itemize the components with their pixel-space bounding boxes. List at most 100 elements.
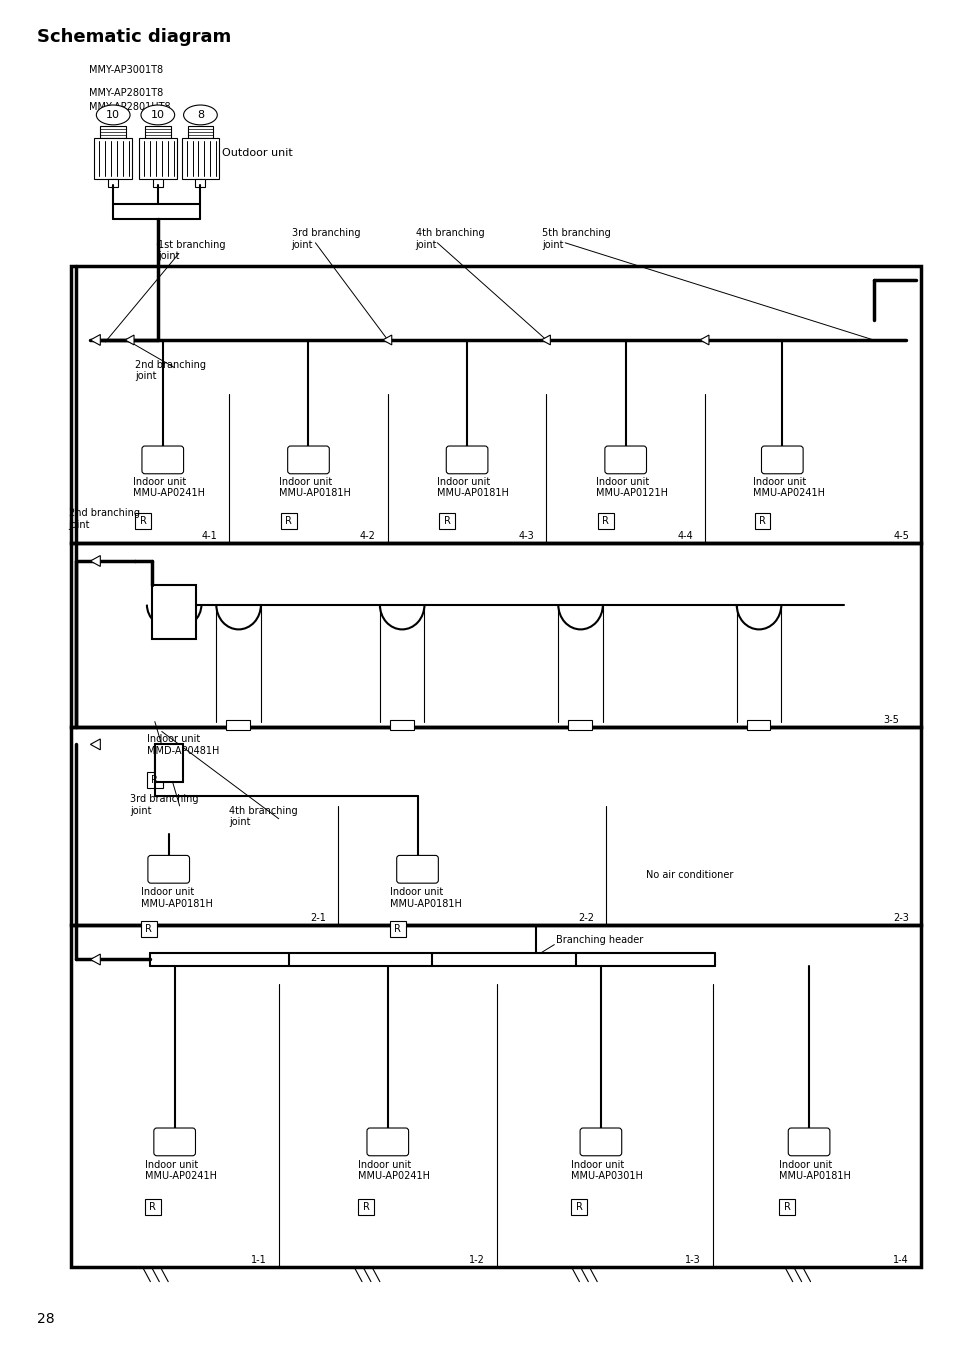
Text: Indoor unit
MMU-AP0241H: Indoor unit MMU-AP0241H: [357, 1160, 430, 1181]
Bar: [439, 513, 455, 529]
Text: 4th branching
joint: 4th branching joint: [229, 806, 297, 828]
Text: 2-1: 2-1: [310, 913, 326, 923]
Text: 3-5: 3-5: [882, 714, 899, 725]
Polygon shape: [541, 335, 550, 344]
Text: R: R: [139, 516, 146, 526]
FancyBboxPatch shape: [579, 1129, 621, 1156]
FancyBboxPatch shape: [148, 856, 190, 883]
Text: R: R: [394, 923, 400, 934]
Text: R: R: [601, 516, 609, 526]
Ellipse shape: [96, 105, 130, 124]
FancyBboxPatch shape: [153, 1129, 195, 1156]
Text: R: R: [443, 516, 450, 526]
Ellipse shape: [183, 105, 217, 124]
Bar: [71, 726, 920, 925]
Bar: [598, 513, 613, 529]
Text: R: R: [145, 923, 152, 934]
Bar: [181, 138, 219, 180]
Bar: [280, 513, 296, 529]
Bar: [568, 720, 592, 729]
Text: Indoor unit
MMU-AP0181H: Indoor unit MMU-AP0181H: [779, 1160, 850, 1181]
Bar: [226, 720, 250, 729]
Text: R: R: [759, 516, 765, 526]
Text: 2-2: 2-2: [578, 913, 594, 923]
FancyBboxPatch shape: [396, 856, 437, 883]
Text: R: R: [285, 516, 292, 526]
Text: Indoor unit
MMU-AP0181H: Indoor unit MMU-AP0181H: [141, 887, 213, 909]
FancyBboxPatch shape: [367, 1129, 408, 1156]
Text: MMY-AP2801HT8: MMY-AP2801HT8: [90, 103, 171, 112]
Polygon shape: [91, 954, 100, 965]
Text: 1-3: 1-3: [684, 1256, 700, 1265]
Text: 2nd branching
joint: 2nd branching joint: [69, 509, 139, 531]
Bar: [71, 266, 920, 543]
Polygon shape: [125, 335, 133, 344]
Text: 4-3: 4-3: [518, 532, 534, 541]
Bar: [147, 772, 163, 788]
Text: Indoor unit
MMU-AP0241H: Indoor unit MMU-AP0241H: [752, 477, 823, 498]
Text: 1-1: 1-1: [251, 1256, 267, 1265]
Text: 2nd branching
joint: 2nd branching joint: [135, 360, 206, 382]
Text: Indoor unit
MMU-AP0241H: Indoor unit MMU-AP0241H: [132, 477, 205, 498]
FancyBboxPatch shape: [142, 446, 183, 474]
Text: R: R: [150, 1203, 156, 1212]
Polygon shape: [91, 556, 100, 567]
FancyBboxPatch shape: [446, 446, 487, 474]
Text: Schematic diagram: Schematic diagram: [37, 28, 231, 46]
Text: 10: 10: [106, 109, 120, 120]
Polygon shape: [382, 335, 392, 344]
Text: R: R: [783, 1203, 790, 1212]
Text: Outdoor unit: Outdoor unit: [222, 147, 293, 158]
Text: Indoor unit
MMU-AP0181H: Indoor unit MMU-AP0181H: [436, 477, 509, 498]
Bar: [100, 126, 126, 138]
Text: 3rd branching
joint: 3rd branching joint: [292, 228, 359, 250]
Text: 2-3: 2-3: [892, 913, 908, 923]
FancyBboxPatch shape: [288, 446, 329, 474]
Bar: [154, 744, 182, 782]
Bar: [390, 720, 414, 729]
Bar: [188, 126, 213, 138]
Text: 4-2: 4-2: [359, 532, 375, 541]
Bar: [145, 1199, 161, 1215]
Bar: [108, 180, 118, 188]
Bar: [152, 585, 196, 640]
Text: 1-2: 1-2: [469, 1256, 484, 1265]
Text: 4-4: 4-4: [677, 532, 692, 541]
Text: 28: 28: [37, 1312, 54, 1327]
Text: Indoor unit
MMU-AP0121H: Indoor unit MMU-AP0121H: [596, 477, 667, 498]
FancyBboxPatch shape: [604, 446, 646, 474]
Text: 4th branching
joint: 4th branching joint: [416, 228, 484, 250]
Text: 4-5: 4-5: [892, 532, 908, 541]
FancyBboxPatch shape: [760, 446, 802, 474]
Ellipse shape: [141, 105, 174, 124]
Bar: [390, 921, 405, 937]
Bar: [195, 180, 205, 188]
Text: R: R: [575, 1203, 582, 1212]
Polygon shape: [91, 738, 100, 749]
Bar: [139, 138, 176, 180]
Bar: [135, 513, 151, 529]
Bar: [357, 1199, 374, 1215]
Bar: [94, 138, 132, 180]
Bar: [141, 921, 156, 937]
Bar: [571, 1199, 586, 1215]
Text: 8: 8: [196, 109, 204, 120]
Text: 4-1: 4-1: [201, 532, 217, 541]
Text: 1st branching
joint: 1st branching joint: [157, 240, 225, 262]
Text: MMY-AP3001T8: MMY-AP3001T8: [90, 65, 163, 76]
Text: 10: 10: [151, 109, 165, 120]
Text: R: R: [152, 775, 158, 786]
Text: No air conditioner: No air conditioner: [645, 871, 732, 880]
FancyBboxPatch shape: [787, 1129, 829, 1156]
Text: Indoor unit
MMU-AP0181H: Indoor unit MMU-AP0181H: [278, 477, 351, 498]
Bar: [71, 543, 920, 726]
Text: Branching header: Branching header: [556, 934, 643, 945]
Text: R: R: [362, 1203, 369, 1212]
Text: Indoor unit
MMU-AP0301H: Indoor unit MMU-AP0301H: [571, 1160, 642, 1181]
Text: Indoor unit
MMD-AP0481H: Indoor unit MMD-AP0481H: [147, 734, 219, 756]
Text: Indoor unit
MMU-AP0181H: Indoor unit MMU-AP0181H: [390, 887, 461, 909]
Text: 3rd branching
joint: 3rd branching joint: [130, 794, 198, 815]
Bar: [754, 513, 770, 529]
Bar: [746, 720, 770, 729]
Text: Indoor unit
MMU-AP0241H: Indoor unit MMU-AP0241H: [145, 1160, 216, 1181]
